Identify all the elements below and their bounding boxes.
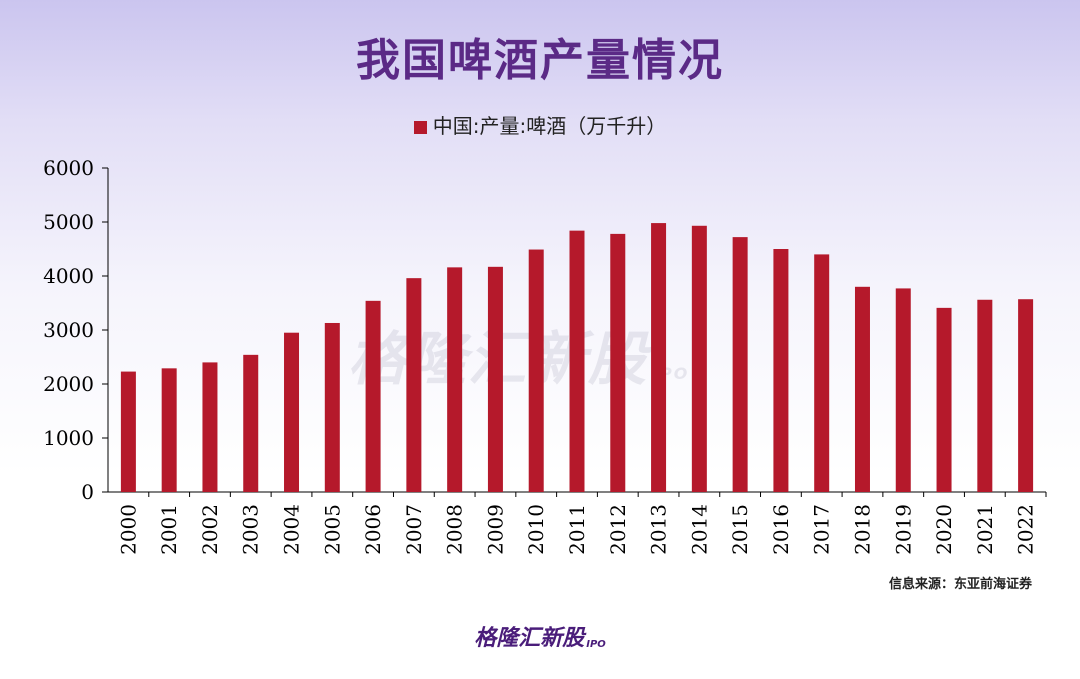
x-tick-label: 2009	[483, 504, 507, 555]
bar-2009	[487, 266, 503, 492]
x-tick-label: 2000	[116, 504, 140, 555]
x-tick-label: 2001	[157, 504, 181, 555]
x-tick-label: 2019	[891, 504, 915, 555]
x-tick-label: 2005	[320, 504, 344, 555]
bar-2005	[324, 322, 340, 492]
x-tick-label: 2018	[850, 504, 874, 555]
bar-2001	[161, 368, 177, 492]
bar-2012	[610, 233, 626, 492]
x-tick-label: 2011	[565, 504, 589, 555]
x-tick-label: 2012	[606, 504, 630, 555]
chart-legend: 中国:产量:啤酒（万千升）	[0, 110, 1080, 139]
bar-2007	[406, 278, 422, 492]
x-tick-label: 2010	[524, 504, 548, 555]
bar-2020	[936, 307, 952, 492]
bar-2013	[651, 223, 667, 492]
bar-2006	[365, 300, 381, 492]
brand-ipo: IPO	[586, 639, 606, 650]
bar-2017	[814, 254, 830, 492]
brand-text: 格隆汇新股	[474, 626, 585, 651]
x-tick-label: 2020	[932, 504, 956, 555]
x-tick-label: 2013	[647, 504, 671, 555]
x-tick-label: 2007	[402, 504, 426, 555]
y-tick-label: 6000	[43, 156, 94, 180]
y-tick-label: 1000	[43, 426, 94, 450]
y-tick-label: 3000	[43, 318, 94, 342]
x-tick-label: 2008	[443, 504, 467, 555]
x-tick-label: 2004	[280, 504, 304, 555]
legend-label: 中国:产量:啤酒（万千升）	[432, 114, 667, 138]
x-tick-label: 2002	[198, 504, 222, 555]
bar-2000	[120, 371, 136, 492]
bar-2016	[773, 249, 789, 492]
bar-2021	[977, 299, 993, 492]
bar-2011	[569, 230, 585, 492]
brand-logo: 格隆汇新股 IPO	[0, 620, 1080, 652]
bar-2008	[447, 267, 463, 492]
bar-2003	[243, 354, 259, 492]
y-tick-label: 5000	[43, 210, 94, 234]
x-tick-label: 2016	[769, 504, 793, 555]
x-tick-label: 2015	[728, 504, 752, 555]
x-tick-label: 2021	[973, 504, 997, 555]
x-tick-label: 2017	[810, 504, 834, 555]
y-tick-label: 4000	[43, 264, 94, 288]
x-tick-label: 2003	[239, 504, 263, 555]
bar-2015	[732, 237, 748, 492]
bar-2002	[202, 362, 218, 492]
bar-2004	[284, 332, 300, 492]
legend-swatch	[413, 121, 427, 134]
bar-2014	[691, 225, 707, 492]
x-tick-label: 2006	[361, 504, 385, 555]
bar-2019	[895, 288, 911, 492]
bar-2018	[854, 286, 870, 492]
x-tick-label: 2022	[1014, 504, 1038, 555]
source-note: 信息来源：东亚前海证券	[888, 577, 1032, 592]
y-tick-label: 2000	[43, 372, 94, 396]
y-tick-label: 0	[81, 480, 94, 504]
bar-2010	[528, 249, 544, 492]
chart-title: 我国啤酒产量情况	[356, 35, 724, 86]
bar-2022	[1018, 299, 1034, 492]
x-tick-label: 2014	[687, 504, 711, 555]
